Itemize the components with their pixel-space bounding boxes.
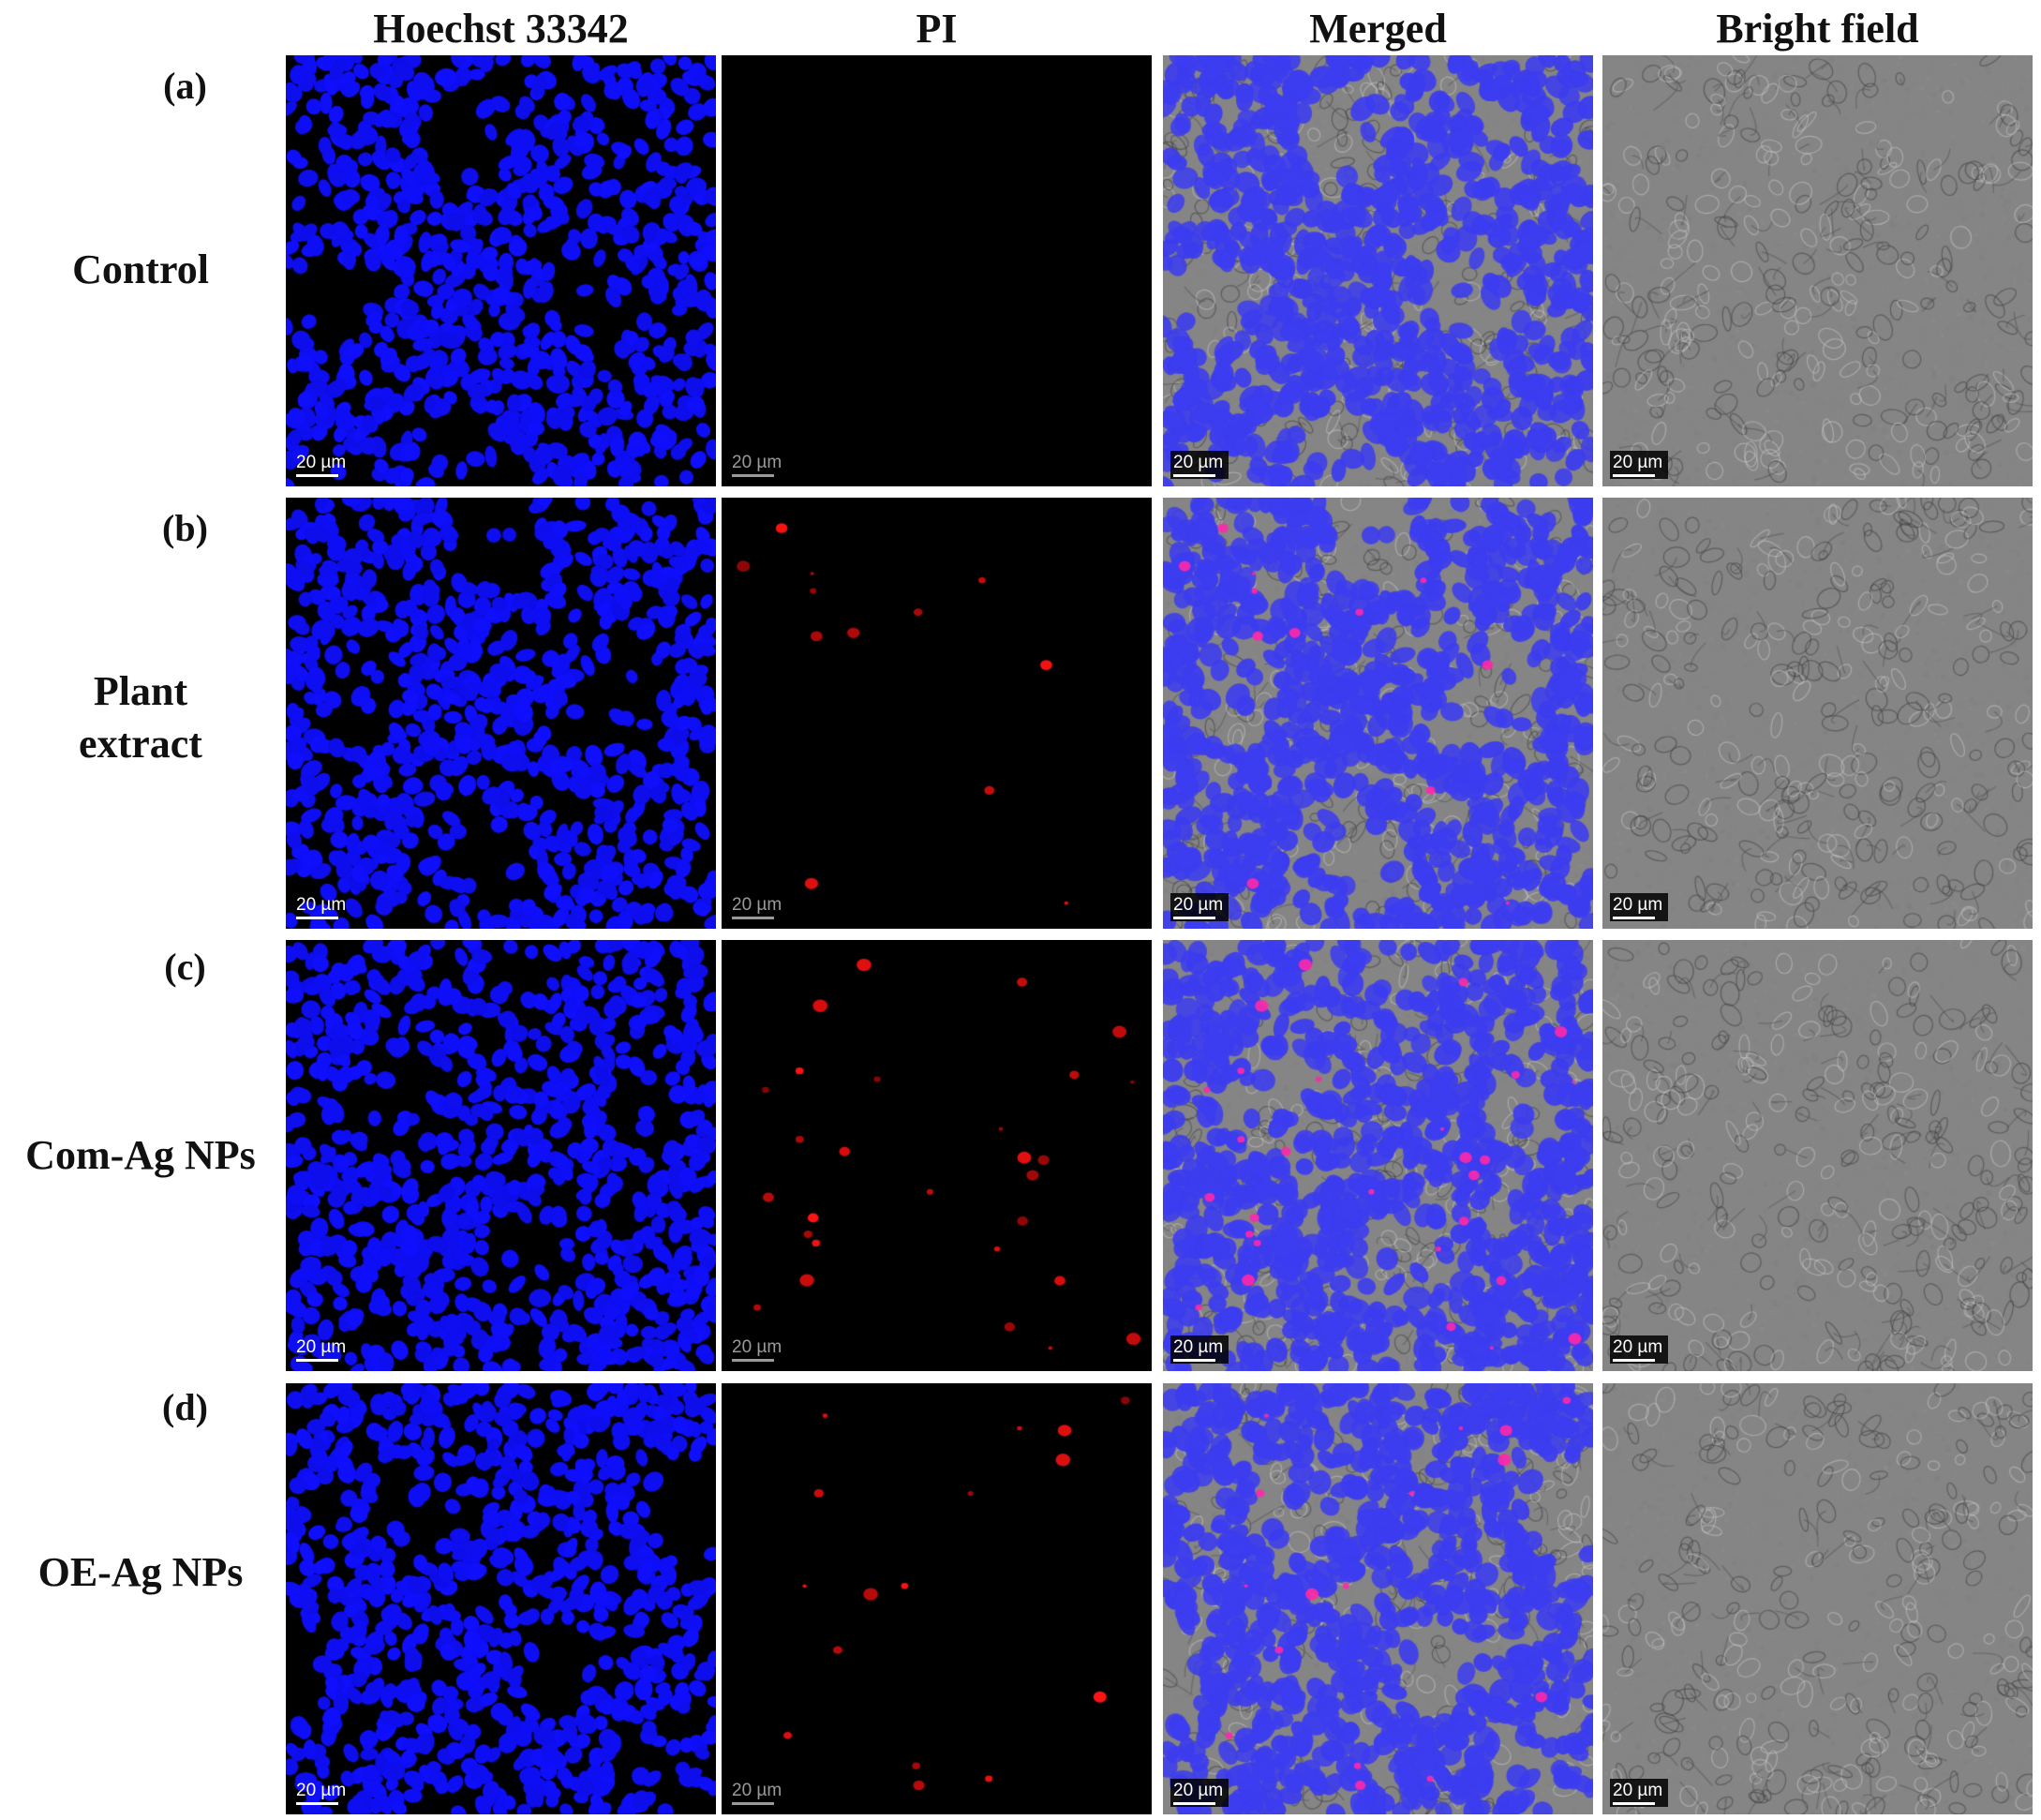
scale-bar-line: [1613, 1359, 1655, 1362]
row-letter-c: (c): [164, 946, 206, 988]
scale-bar-label: 20 µm: [1173, 453, 1224, 472]
scale-bar-label: 20 µm: [1173, 1337, 1224, 1357]
micrograph-brightfield-d: 20 µm: [1602, 1383, 2033, 1814]
scale-bar-label: 20 µm: [296, 1337, 347, 1357]
micrograph-pi-a: 20 µm: [722, 55, 1152, 486]
scale-bar-line: [296, 917, 338, 919]
row-name-plant-extract: Plant extract: [0, 665, 281, 770]
scale-bar-label: 20 µm: [296, 453, 347, 472]
scale-bar-line: [1613, 474, 1655, 477]
scale-bar: 20 µm: [729, 1335, 787, 1364]
scale-bar-line: [1173, 1359, 1215, 1362]
row-name-com-ag-nps: Com-Ag NPs: [0, 1129, 281, 1182]
row-name-line: extract: [79, 721, 202, 767]
scale-bar-label: 20 µm: [732, 1337, 782, 1357]
micrograph-merged-b: 20 µm: [1163, 498, 1593, 929]
scale-bar: 20 µm: [1170, 1779, 1229, 1807]
scale-bar-line: [296, 1802, 338, 1805]
row-name-line: Plant: [93, 668, 188, 714]
row-letter-d: (d): [162, 1386, 208, 1428]
scale-bar: 20 µm: [1610, 1779, 1668, 1807]
scale-bar-line: [1173, 1802, 1215, 1805]
micrograph-pi-c: 20 µm: [722, 940, 1152, 1371]
row-name-line: Com-Ag NPs: [25, 1132, 256, 1178]
row-name-control: Control: [0, 244, 281, 296]
column-header-hoechst: Hoechst 33342: [373, 6, 629, 52]
micrograph-image: [1163, 940, 1593, 1371]
scale-bar-line: [1613, 917, 1655, 919]
row-letter-b: (b): [162, 507, 208, 549]
scale-bar: 20 µm: [729, 893, 787, 921]
scale-bar-line: [732, 474, 774, 477]
column-header-pi: PI: [916, 6, 958, 52]
scale-bar: 20 µm: [1610, 893, 1668, 921]
scale-bar-line: [1613, 1802, 1655, 1805]
scale-bar-label: 20 µm: [1613, 1781, 1663, 1800]
scale-bar: 20 µm: [1170, 893, 1229, 921]
micrograph-hoechst-a: 20 µm: [286, 55, 716, 486]
scale-bar-line: [732, 917, 774, 919]
micrograph-image: [1163, 1383, 1593, 1814]
scale-bar-label: 20 µm: [732, 895, 782, 915]
micrograph-image: [722, 940, 1152, 1371]
scale-bar-line: [732, 1359, 774, 1362]
micrograph-brightfield-c: 20 µm: [1602, 940, 2033, 1371]
scale-bar: 20 µm: [1610, 451, 1668, 479]
scale-bar-label: 20 µm: [1613, 453, 1663, 472]
micrograph-image: [1163, 498, 1593, 929]
scale-bar-label: 20 µm: [296, 1781, 347, 1800]
scale-bar-line: [732, 1802, 774, 1805]
micrograph-merged-c: 20 µm: [1163, 940, 1593, 1371]
micrograph-brightfield-a: 20 µm: [1602, 55, 2033, 486]
row-name-line: OE-Ag NPs: [37, 1549, 244, 1595]
scale-bar: 20 µm: [1170, 1335, 1229, 1364]
micrograph-image: [1602, 55, 2033, 486]
micrograph-pi-d: 20 µm: [722, 1383, 1152, 1814]
micrograph-pi-b: 20 µm: [722, 498, 1152, 929]
scale-bar-label: 20 µm: [1173, 895, 1224, 915]
scale-bar: 20 µm: [1610, 1335, 1668, 1364]
row-name-oe-ag-nps: OE-Ag NPs: [0, 1546, 281, 1599]
micrograph-merged-d: 20 µm: [1163, 1383, 1593, 1814]
scale-bar: 20 µm: [293, 451, 351, 479]
micrograph-image: [722, 498, 1152, 929]
row-name-line: Control: [72, 246, 209, 292]
micrograph-hoechst-c: 20 µm: [286, 940, 716, 1371]
scale-bar-label: 20 µm: [732, 1781, 782, 1800]
micrograph-image: [1602, 940, 2033, 1371]
scale-bar-line: [1173, 474, 1215, 477]
micrograph-image: [722, 1383, 1152, 1814]
scale-bar-line: [296, 1359, 338, 1362]
scale-bar-label: 20 µm: [732, 453, 782, 472]
scale-bar: 20 µm: [293, 1779, 351, 1807]
scale-bar-line: [1173, 917, 1215, 919]
column-header-merged: Merged: [1309, 6, 1447, 52]
scale-bar-label: 20 µm: [1613, 1337, 1663, 1357]
scale-bar-line: [296, 474, 338, 477]
micrograph-hoechst-d: 20 µm: [286, 1383, 716, 1814]
scale-bar-label: 20 µm: [1613, 895, 1663, 915]
micrograph-image: [286, 940, 716, 1371]
micrograph-image: [286, 55, 716, 486]
micrograph-brightfield-b: 20 µm: [1602, 498, 2033, 929]
micrograph-merged-a: 20 µm: [1163, 55, 1593, 486]
micrograph-image: [286, 1383, 716, 1814]
micrograph-hoechst-b: 20 µm: [286, 498, 716, 929]
micrograph-image: [286, 498, 716, 929]
micrograph-image: [1163, 55, 1593, 486]
column-header-bright-field: Bright field: [1716, 6, 1919, 52]
scale-bar: 20 µm: [729, 451, 787, 479]
micrograph-image: [1602, 498, 2033, 929]
scale-bar: 20 µm: [1170, 451, 1229, 479]
row-letter-a: (a): [163, 65, 207, 107]
scale-bar: 20 µm: [293, 1335, 351, 1364]
scale-bar-label: 20 µm: [1173, 1781, 1224, 1800]
scale-bar-label: 20 µm: [296, 895, 347, 915]
scale-bar: 20 µm: [729, 1779, 787, 1807]
micrograph-image: [1602, 1383, 2033, 1814]
micrograph-image: [722, 55, 1152, 486]
scale-bar: 20 µm: [293, 893, 351, 921]
